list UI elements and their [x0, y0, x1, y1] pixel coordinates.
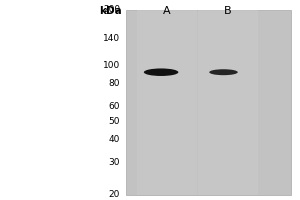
Text: 30: 30 [109, 158, 120, 167]
Text: B: B [224, 6, 232, 16]
Text: 100: 100 [103, 61, 120, 70]
Text: 20: 20 [109, 190, 120, 199]
Text: 80: 80 [109, 79, 120, 88]
Text: 140: 140 [103, 34, 120, 43]
Ellipse shape [209, 69, 238, 75]
Bar [136, 10, 196, 195]
Bar [198, 10, 258, 195]
Text: kDa: kDa [99, 6, 122, 16]
Ellipse shape [144, 68, 178, 76]
Text: A: A [163, 6, 170, 16]
Text: 60: 60 [109, 102, 120, 111]
Bar [126, 10, 291, 195]
Text: 200: 200 [103, 5, 120, 14]
Text: 50: 50 [109, 117, 120, 126]
Text: 40: 40 [109, 135, 120, 144]
